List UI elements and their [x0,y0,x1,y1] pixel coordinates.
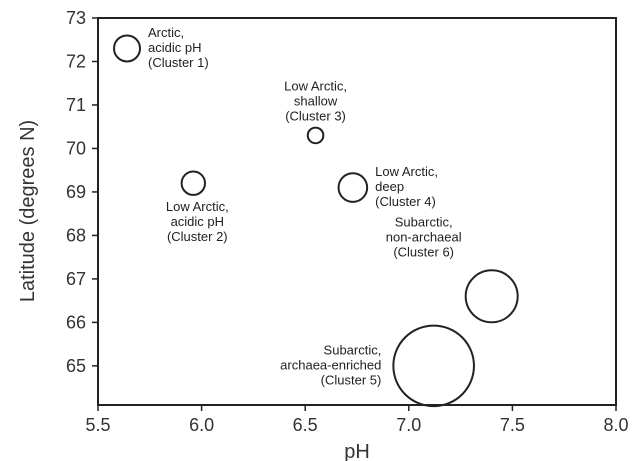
data-points: Arctic, acidic pH (Cluster 1)Low Arctic, ac… [113,25,519,408]
x-tick-label: 8.0 [603,415,628,435]
annotation-line: acidic pH [148,40,201,55]
y-tick-label: 65 [66,356,86,376]
cluster-marker [180,170,207,196]
x-tick-label: 6.5 [293,415,318,435]
cluster-annotation: Subarctic, non-archaeal (Cluster 6) [386,214,462,259]
y-tick-label: 70 [66,138,86,158]
cluster-marker [392,324,475,408]
y-tick-label: 71 [66,95,86,115]
annotation-line: Arctic, [148,25,184,40]
y-tick-label: 72 [66,51,86,71]
x-tick-label: 7.0 [396,415,421,435]
annotation-line: Subarctic, [395,214,453,229]
cluster-annotation: Subarctic, archaea-enriched (Cluster 5) [280,342,381,387]
annotation-line: (Cluster 3) [285,109,346,124]
annotation-line: Low Arctic, [166,199,229,214]
cluster-marker [113,34,142,63]
y-tick-label: 69 [66,182,86,202]
annotation-line: (Cluster 2) [167,229,228,244]
y-axis-label: Latitude (degrees N) [17,120,39,302]
cluster-annotation: Low Arctic, shallow (Cluster 3) [284,79,347,124]
x-tick-label: 6.0 [189,415,214,435]
plot-frame [97,17,617,406]
cluster-marker [464,269,519,324]
x-tick-label: 7.5 [500,415,525,435]
cluster-marker [337,172,369,203]
annotation-line: Low Arctic, [375,164,438,179]
annotation-line: Subarctic, [324,342,382,357]
y-tick-label: 67 [66,269,86,289]
annotation-line: (Cluster 4) [375,194,436,209]
annotation-line: Low Arctic, [284,79,347,94]
cluster-annotation: Low Arctic, deep (Cluster 4) [375,164,438,209]
y-tick-label: 66 [66,312,86,332]
annotation-line: non-archaeal [386,229,462,244]
cluster-annotation: Low Arctic, acidic pH (Cluster 2) [166,199,229,244]
annotation-line: deep [375,179,404,194]
y-axis-ticks: 65 66 67 68 69 70 71 72 73 [66,8,98,376]
x-tick-label: 5.5 [85,415,110,435]
annotation-line: (Cluster 1) [148,55,209,70]
x-axis-ticks: 5.5 6.0 6.5 7.0 7.5 8.0 [85,405,629,435]
annotation-line: acidic pH [171,214,224,229]
x-axis-label: pH [344,441,370,461]
annotation-line: (Cluster 5) [321,372,382,387]
annotation-line: shallow [294,94,338,109]
annotation-line: archaea-enriched [280,357,381,372]
cluster-annotation: Arctic, acidic pH (Cluster 1) [148,25,209,70]
y-tick-label: 73 [66,8,86,28]
cluster-marker [306,126,325,145]
annotation-line: (Cluster 6) [393,244,454,259]
y-tick-label: 68 [66,225,86,245]
